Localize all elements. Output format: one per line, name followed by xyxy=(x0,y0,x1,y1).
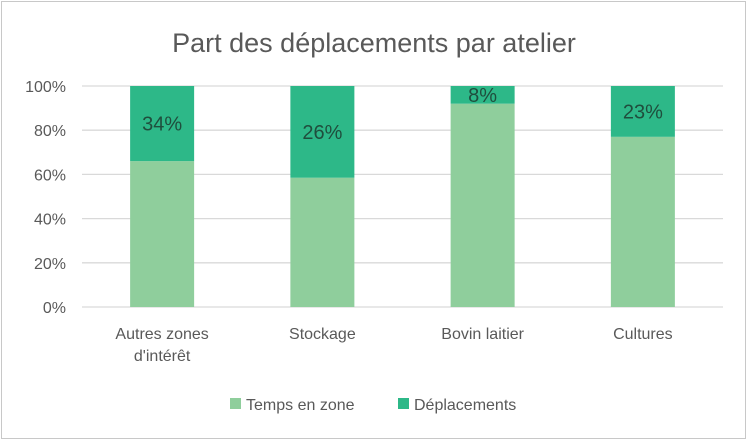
data-label: 8% xyxy=(468,85,497,107)
y-tick-label: 20% xyxy=(34,256,66,273)
legend-swatch xyxy=(230,398,241,409)
bar-deplacements xyxy=(130,86,195,162)
bar-deplacements xyxy=(450,86,515,104)
y-tick-label: 60% xyxy=(34,167,66,184)
x-tick-label: Stockage xyxy=(289,326,356,343)
x-tick-label: Bovin laitier xyxy=(441,326,524,343)
legend-swatch xyxy=(398,398,409,409)
bar-deplacements xyxy=(290,86,355,178)
legend-label: Temps en zone xyxy=(246,397,355,414)
y-tick-label: 40% xyxy=(34,212,66,229)
y-tick-label: 80% xyxy=(34,123,66,140)
data-label: 23% xyxy=(623,101,663,123)
y-tick-label: 0% xyxy=(43,300,66,317)
x-tick-label: Cultures xyxy=(613,326,673,343)
x-tick-label: Autres zones xyxy=(115,326,208,343)
bar-temps-en-zone xyxy=(130,161,195,307)
y-tick-label: 100% xyxy=(25,79,66,96)
data-label: 34% xyxy=(142,114,182,136)
bar-temps-en-zone xyxy=(290,177,355,307)
bar-temps-en-zone xyxy=(450,103,515,308)
legend-label: Déplacements xyxy=(414,397,516,414)
x-tick-label: d'intérêt xyxy=(134,348,191,365)
bar-temps-en-zone xyxy=(610,136,675,307)
data-label: 26% xyxy=(302,122,342,144)
chart-title: Part des déplacements par atelier xyxy=(172,28,576,58)
bar-deplacements xyxy=(610,86,675,137)
